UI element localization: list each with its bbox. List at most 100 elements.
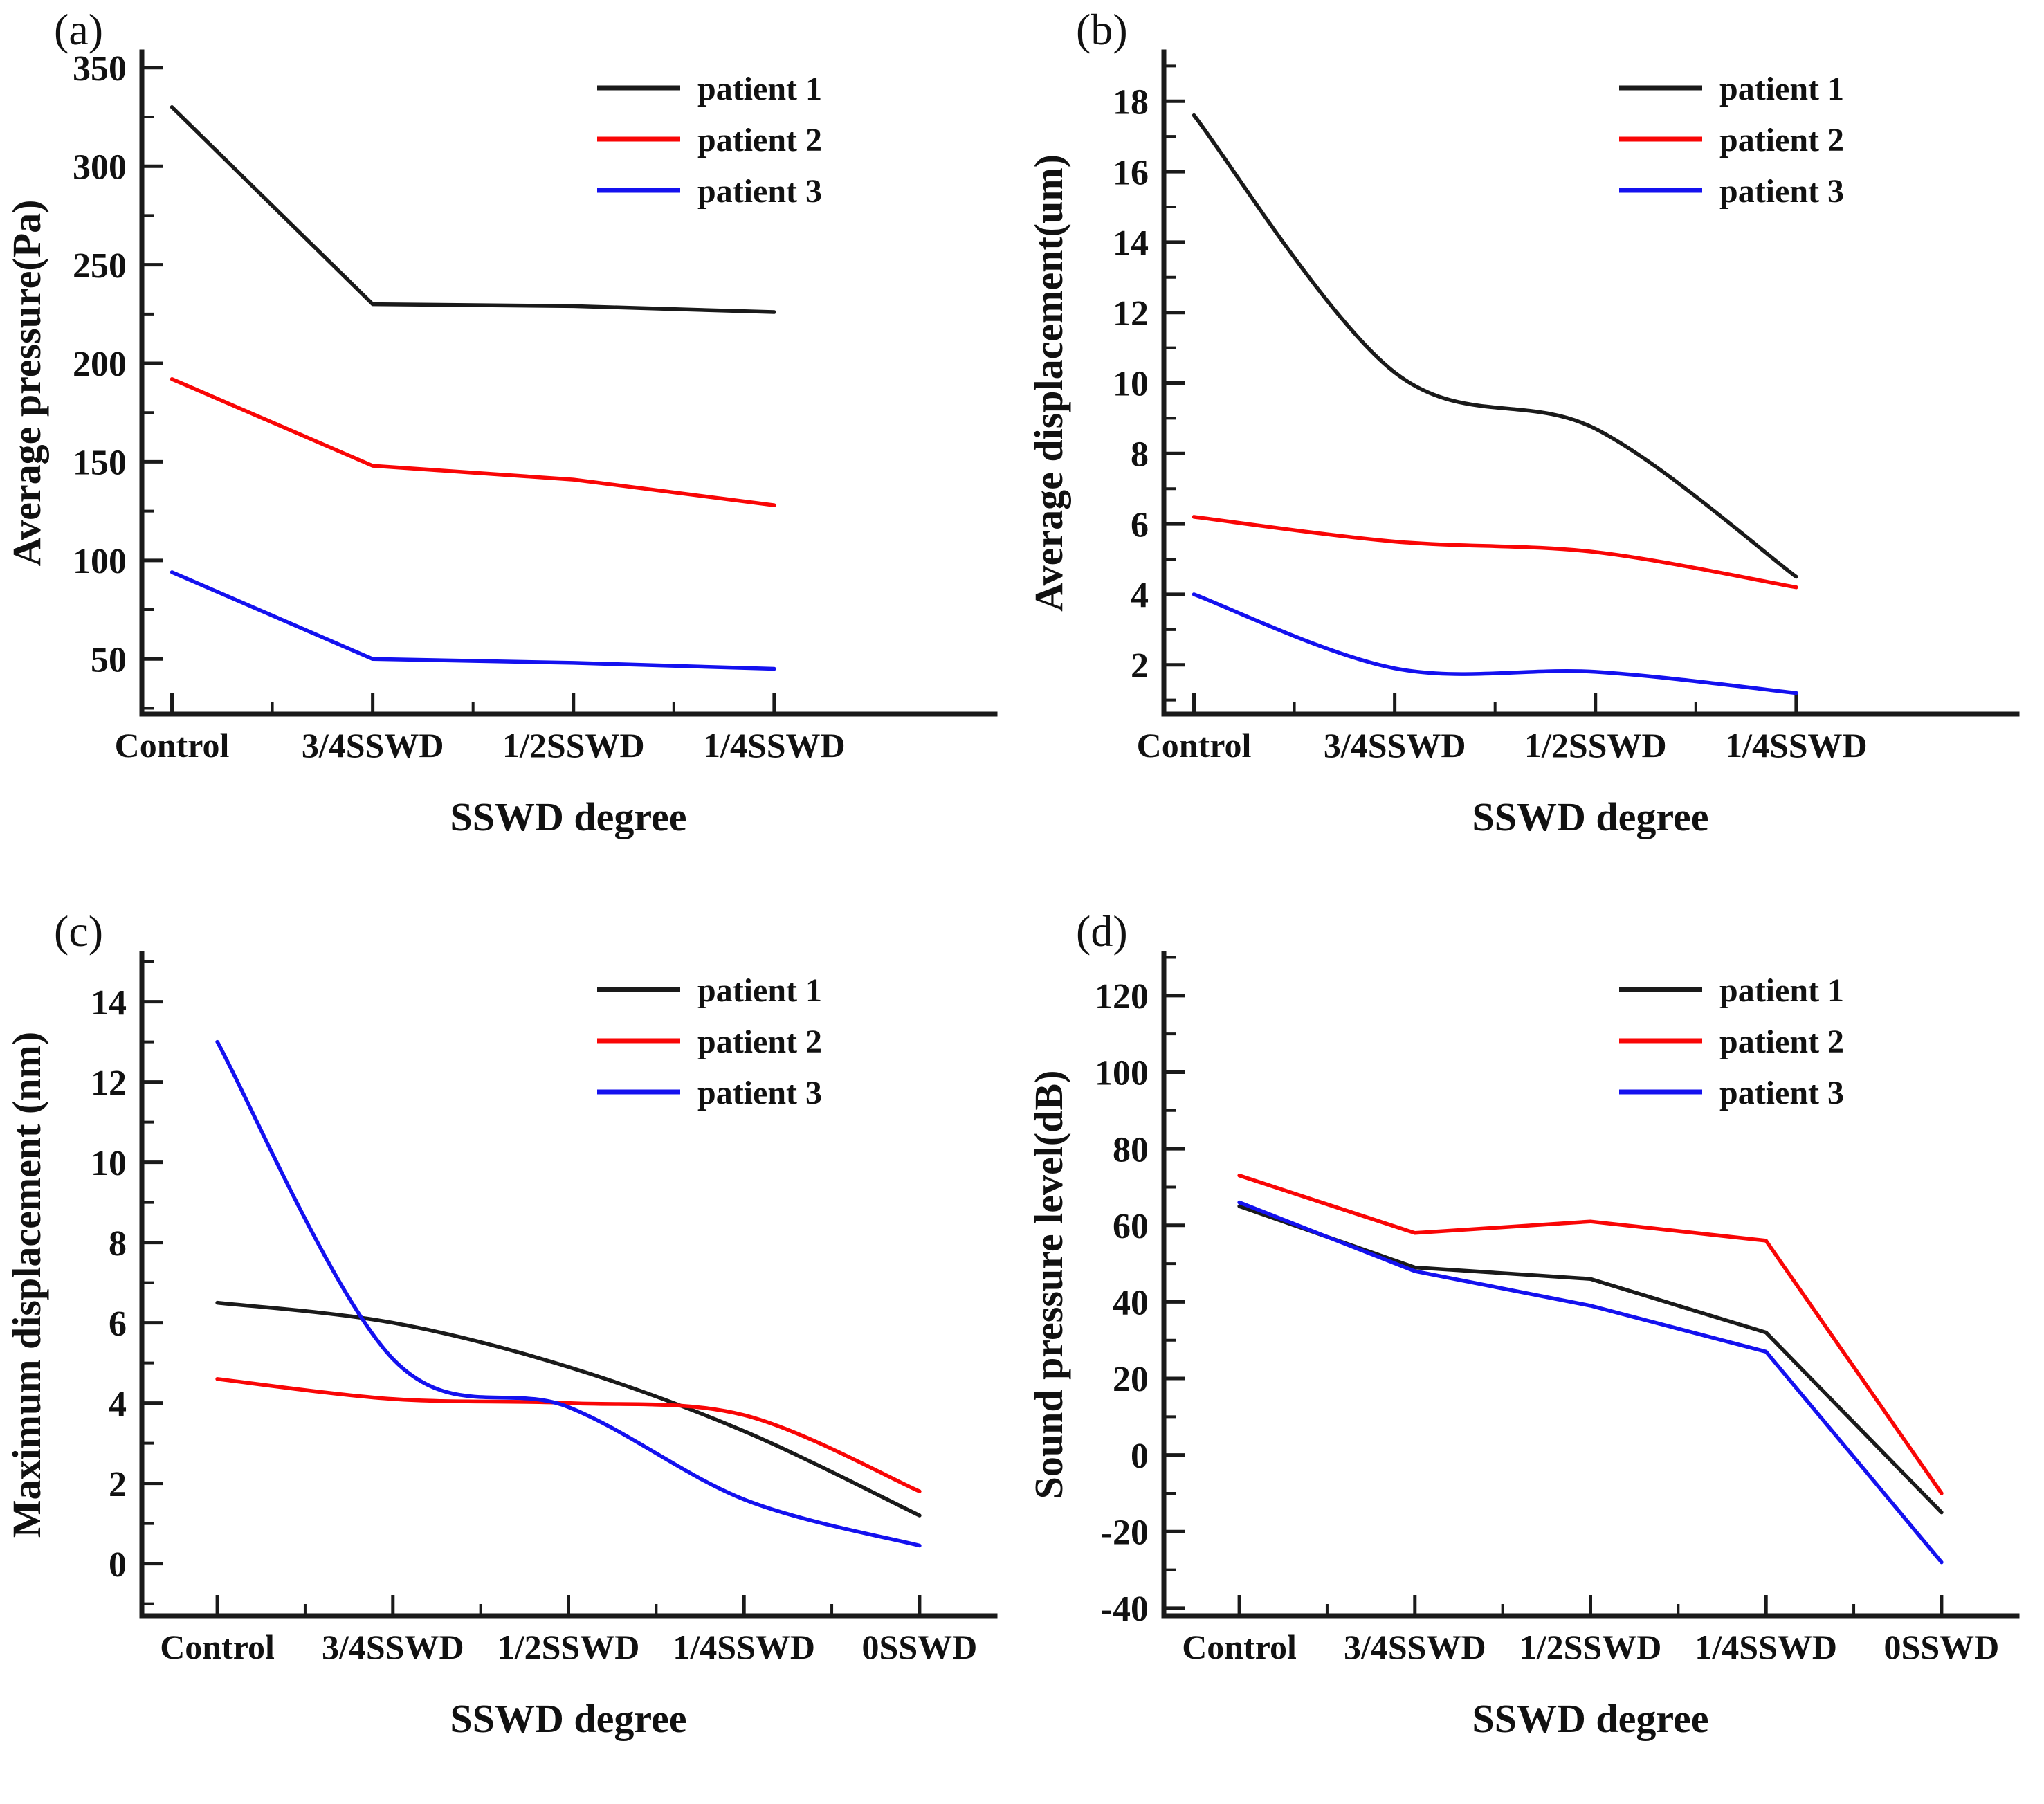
x-tick-label: 3/4SSWD (1344, 1628, 1486, 1666)
axis-spines (139, 951, 998, 1619)
y-tick-label: 8 (1131, 435, 1149, 475)
y-tick-label: 2 (109, 1465, 127, 1504)
x-tick-label: 1/4SSWD (673, 1628, 815, 1666)
panel-label-a: (a) (54, 5, 104, 54)
legend-label: patient 1 (697, 972, 822, 1009)
legend-label: patient 1 (1719, 972, 1844, 1009)
panel-d: (d) -40 -20 0 20 40 60 80 100 120 Control 3/4SSWD 1… (1022, 902, 2044, 1803)
y-tick-label: 10 (91, 1144, 127, 1183)
y-tick-label: 10 (1113, 365, 1149, 404)
y-tick-label: 100 (1095, 1054, 1149, 1093)
x-tick-label: 1/4SSWD (1725, 726, 1868, 765)
x-axis-title: SSWD degree (1472, 794, 1708, 839)
x-tick-label: 0SSWD (862, 1628, 978, 1666)
series-line-patient-3 (1192, 592, 1798, 695)
panel-label-b: (b) (1076, 5, 1128, 54)
x-tick-label: Control (1137, 726, 1252, 765)
y-tick-label: 60 (1113, 1207, 1149, 1246)
series-line-patient-1 (215, 1300, 922, 1518)
y-tick-label: 8 (109, 1224, 127, 1264)
y-axis-title: Maximum displacement (nm) (4, 1032, 49, 1538)
y-tick-label: 350 (73, 49, 127, 89)
panel-label-d: (d) (1076, 906, 1128, 956)
series-line-patient-1 (1237, 1204, 1944, 1515)
x-tick-label: 3/4SSWD (322, 1628, 464, 1666)
y-tick-label: 150 (73, 444, 127, 483)
y-tick-label: 18 (1113, 82, 1149, 122)
legend-label: patient 3 (1719, 173, 1844, 210)
series-line-patient-3 (170, 570, 776, 671)
y-axis-title: Average displacement(um) (1026, 154, 1071, 612)
chart-svg: 50 100 150 200 250 300 350 Control 3/4SSWD 1/2SSW… (4, 49, 998, 839)
series-line-patient-3 (215, 1039, 922, 1548)
axis-spines (139, 49, 998, 717)
y-tick-label: 0 (1131, 1437, 1149, 1476)
y-tick-label: -40 (1101, 1589, 1149, 1629)
x-tick-label: 1/2SSWD (1524, 726, 1667, 765)
y-tick-label: 16 (1113, 153, 1149, 192)
plot-area-a: 50 100 150 200 250 300 350 Control 3/4SSWD 1/2SSW… (0, 0, 1022, 902)
y-tick-label: 6 (1131, 505, 1149, 545)
x-tick-label: 1/2SSWD (498, 1628, 640, 1666)
x-axis-title: SSWD degree (450, 1696, 686, 1741)
y-tick-label: 200 (73, 345, 127, 384)
y-tick-label: 250 (73, 246, 127, 286)
plot-area-c: 0 2 4 6 8 10 12 14 Control 3/4SSWD 1/2SSWD 1/4SSWD 0… (0, 902, 1022, 1803)
axis-spines (1161, 951, 2020, 1619)
legend-label: patient 2 (1719, 122, 1844, 158)
legend-label: patient 3 (1719, 1075, 1844, 1111)
series-line-patient-2 (170, 377, 776, 507)
legend-label: patient 2 (697, 122, 822, 158)
series-line-patient-2 (1192, 515, 1798, 590)
y-tick-label: 120 (1095, 977, 1149, 1017)
y-tick-label: 14 (1113, 224, 1149, 263)
x-tick-label: 1/2SSWD (502, 726, 645, 765)
panel-a: (a) 50 100 150 200 250 300 350 Control 3/4SSWD 1/… (0, 0, 1022, 902)
y-tick-label: 40 (1113, 1284, 1149, 1323)
y-tick-label: 4 (1131, 576, 1149, 615)
legend-label: patient 2 (1719, 1023, 1844, 1060)
legend-label: patient 3 (697, 173, 822, 210)
y-tick-label: 14 (91, 983, 127, 1023)
y-tick-label: 100 (73, 542, 127, 581)
x-tick-label: Control (160, 1628, 275, 1666)
series-line-patient-1 (1192, 113, 1798, 579)
series-line-patient-2 (215, 1377, 922, 1493)
y-axis-title: Average pressure(Pa) (4, 200, 49, 567)
y-tick-label: 12 (1113, 294, 1149, 334)
chart-svg: -40 -20 0 20 40 60 80 100 120 Control 3/4SSWD 1/2SS… (1026, 951, 2020, 1741)
x-tick-label: 3/4SSWD (1324, 726, 1466, 765)
legend-label: patient 2 (697, 1023, 822, 1060)
legend-label: patient 1 (697, 71, 822, 107)
chart-svg: 2 4 6 8 10 12 14 16 18 Control 3/4SSWD 1/2SSWD 1/4SS… (1026, 49, 2020, 839)
y-axis-title: Sound pressure level(dB) (1026, 1070, 1071, 1500)
x-tick-label: Control (1182, 1628, 1297, 1666)
y-tick-label: 12 (91, 1064, 127, 1103)
x-tick-label: 0SSWD (1884, 1628, 2000, 1666)
plot-area-d: -40 -20 0 20 40 60 80 100 120 Control 3/4SSWD 1/2SS… (1022, 902, 2044, 1803)
series-line-patient-3 (1237, 1200, 1944, 1565)
y-tick-label: 20 (1113, 1360, 1149, 1399)
y-tick-label: 50 (91, 640, 127, 680)
y-tick-label: 80 (1113, 1130, 1149, 1169)
chart-svg: 0 2 4 6 8 10 12 14 Control 3/4SSWD 1/2SSWD 1/4SSWD 0… (4, 951, 998, 1741)
y-tick-label: 0 (109, 1545, 127, 1585)
y-tick-label: 2 (1131, 646, 1149, 686)
y-tick-label: 4 (109, 1385, 127, 1424)
panel-c: (c) 0 2 4 6 8 10 12 14 Control 3/4SSWD 1/2SSWD 1/4S… (0, 902, 1022, 1803)
y-tick-label: 6 (109, 1304, 127, 1344)
panel-label-c: (c) (54, 906, 104, 956)
x-tick-label: 1/4SSWD (703, 726, 846, 765)
x-tick-label: 1/2SSWD (1520, 1628, 1662, 1666)
legend-label: patient 1 (1719, 71, 1844, 107)
x-tick-label: 3/4SSWD (302, 726, 444, 765)
y-tick-label: 300 (73, 147, 127, 187)
panel-b: (b) 2 4 6 8 10 12 14 16 18 Control 3/4SSWD 1/2SSWD 1… (1022, 0, 2044, 902)
x-axis-title: SSWD degree (450, 794, 686, 839)
axis-spines (1161, 49, 2020, 717)
series-line-patient-2 (1237, 1174, 1944, 1495)
x-tick-label: 1/4SSWD (1695, 1628, 1837, 1666)
x-tick-label: Control (115, 726, 230, 765)
series-line-patient-1 (170, 105, 776, 314)
plot-area-b: 2 4 6 8 10 12 14 16 18 Control 3/4SSWD 1/2SSWD 1/4SS… (1022, 0, 2044, 902)
